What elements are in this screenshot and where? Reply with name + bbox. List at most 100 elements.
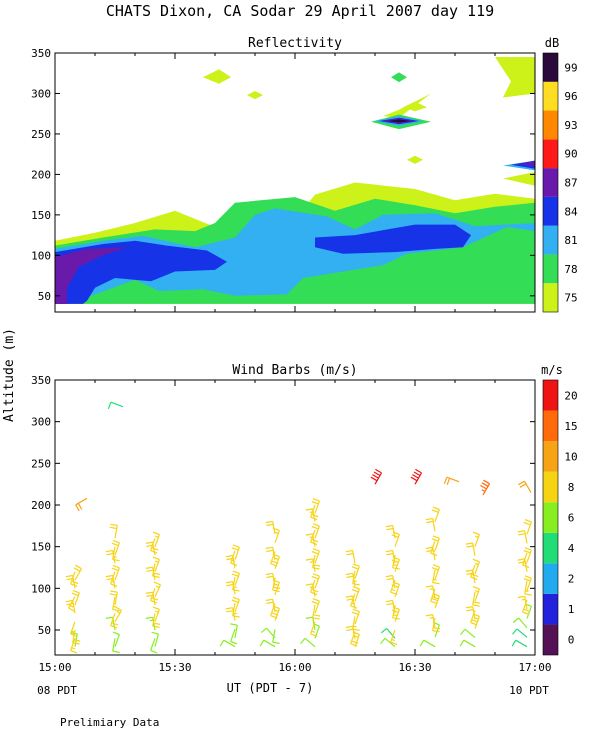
wind-barb [311, 573, 320, 589]
wind-barb [112, 546, 120, 562]
wind-barb [391, 531, 400, 547]
wind-barb [152, 606, 160, 622]
barb-shaft [526, 521, 532, 535]
wind-barb [110, 571, 118, 587]
barb-flag [150, 599, 158, 604]
barb-shaft [112, 638, 116, 652]
reflectivity-contours [55, 57, 535, 304]
barb-shaft [74, 568, 83, 581]
barb-flag [109, 526, 117, 530]
colorbar-tick-label: 81 [564, 234, 577, 247]
wind-barb [114, 606, 123, 622]
barb-shaft [270, 551, 276, 564]
colorbar-swatch [543, 139, 558, 169]
wind-barb [392, 604, 400, 620]
barb-shaft [394, 559, 400, 572]
barb-half-flag [149, 619, 154, 622]
barb-flag [65, 574, 73, 578]
colorbar-tick-label: 93 [564, 119, 577, 132]
barb-half-flag [393, 614, 397, 617]
barb-flag [310, 541, 318, 546]
barb-flag [153, 572, 161, 575]
barb-shaft [518, 617, 528, 629]
barb-flag [345, 595, 353, 598]
barb-flag [311, 500, 319, 505]
barb-shaft [154, 633, 159, 647]
wind-barb [75, 497, 88, 512]
x-tick-label: 16:30 [398, 661, 431, 674]
wind-barb [472, 531, 480, 547]
barb-flag [305, 583, 313, 586]
wind-barb [230, 628, 238, 645]
wind-barb [385, 524, 396, 539]
wind-barb [350, 631, 359, 647]
barb-flag [351, 566, 359, 570]
colorbar-tick-label: 78 [564, 263, 577, 276]
barb-shaft [114, 542, 120, 556]
colorbar-swatch [543, 168, 558, 197]
barb-flag [346, 575, 354, 578]
barb-flag [465, 606, 473, 609]
barb-flag [313, 614, 321, 617]
wind-barb [345, 549, 356, 564]
barb-half-flag [474, 617, 479, 620]
barb-flag [145, 541, 153, 544]
barb-flag [430, 552, 438, 557]
barb-flag [232, 570, 240, 575]
wind-barb [225, 581, 236, 595]
barb-shaft [430, 588, 436, 602]
barb-shaft [354, 588, 360, 602]
barb-shaft [263, 639, 276, 648]
barb-flag [483, 479, 490, 485]
wind-barb [230, 623, 238, 639]
y-tick-label: 100 [31, 249, 51, 262]
barb-shaft [314, 575, 320, 589]
barb-flag [232, 596, 240, 601]
reflectivity-contour-84db [315, 224, 471, 254]
barb-flag [153, 581, 161, 586]
reflectivity-contour-99db [387, 119, 411, 123]
wind-barb [70, 571, 79, 587]
barb-shaft [314, 525, 320, 539]
colorbar-swatch [543, 593, 558, 625]
barb-half-flag [154, 610, 159, 613]
reflectivity-panel: 50 100 150 200 250 300 350 Reflectivity 75 78 81 84… [31, 36, 578, 313]
barb-half-flag [433, 579, 437, 581]
barb-shaft [232, 576, 236, 590]
barb-half-flag [521, 598, 526, 601]
barb-flag [305, 508, 313, 511]
barb-flag [519, 483, 527, 488]
barb-flag [312, 573, 320, 577]
barb-flag [432, 535, 440, 539]
barb-flag [70, 633, 78, 637]
wind-barb [472, 558, 480, 575]
wind-barb [152, 531, 160, 547]
barb-shaft [114, 525, 118, 539]
colorbar-swatch [543, 110, 558, 140]
wind-barb [410, 468, 423, 485]
barb-shaft [67, 596, 76, 609]
barb-flag [150, 649, 158, 654]
reflectivity-contour-78db [391, 72, 407, 83]
barb-flag [311, 588, 319, 593]
barb-flag [225, 554, 233, 558]
barb-flag [105, 574, 113, 578]
barb-shaft [352, 550, 356, 564]
barb-flag [225, 581, 233, 584]
barb-shaft [312, 554, 316, 568]
barb-flag [105, 549, 113, 553]
barb-shaft [234, 599, 240, 613]
barb-flag [390, 591, 398, 596]
barb-flag [312, 523, 320, 527]
barb-flag [466, 545, 474, 548]
barb-flag [311, 513, 319, 518]
barb-flag [472, 531, 480, 536]
barb-half-flag [431, 549, 436, 553]
barb-shaft [434, 595, 440, 609]
wind-barb [312, 554, 321, 570]
wind-barb-marks [65, 401, 532, 654]
wind-barb [512, 628, 528, 638]
barb-half-flag [155, 585, 160, 589]
barb-flag [523, 549, 531, 554]
y-tick-label: 250 [31, 128, 51, 141]
